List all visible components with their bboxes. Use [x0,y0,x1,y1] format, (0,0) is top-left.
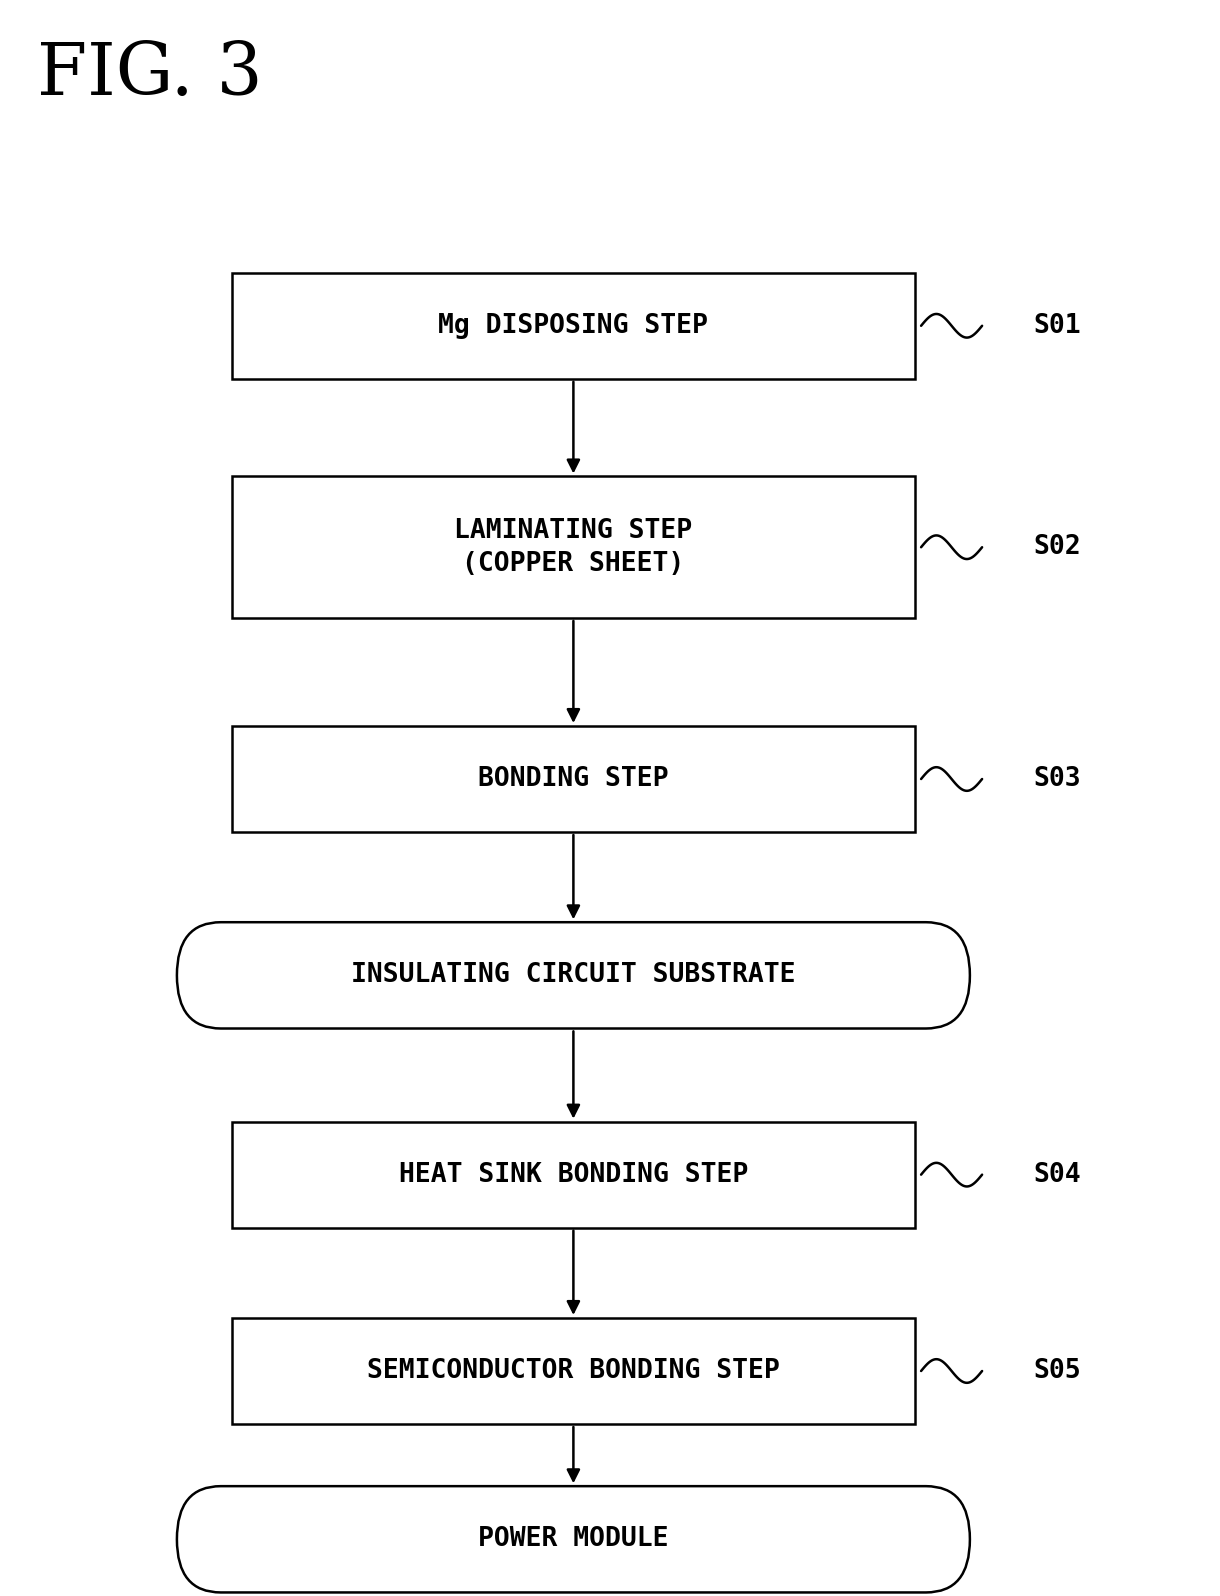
Text: INSULATING CIRCUIT SUBSTRATE: INSULATING CIRCUIT SUBSTRATE [351,962,795,988]
FancyBboxPatch shape [232,726,915,832]
Text: S04: S04 [1033,1162,1081,1187]
FancyBboxPatch shape [232,476,915,618]
Text: LAMINATING STEP
(COPPER SHEET): LAMINATING STEP (COPPER SHEET) [454,517,693,576]
FancyBboxPatch shape [177,922,970,1028]
Text: S01: S01 [1033,313,1081,338]
Text: FIG. 3: FIG. 3 [37,40,262,110]
Text: Mg DISPOSING STEP: Mg DISPOSING STEP [438,313,709,338]
Text: POWER MODULE: POWER MODULE [478,1526,669,1553]
Text: S05: S05 [1033,1358,1081,1384]
FancyBboxPatch shape [232,1122,915,1227]
FancyBboxPatch shape [232,1318,915,1424]
Text: HEAT SINK BONDING STEP: HEAT SINK BONDING STEP [399,1162,748,1187]
FancyBboxPatch shape [177,1486,970,1593]
Text: S03: S03 [1033,766,1081,792]
Text: S02: S02 [1033,535,1081,560]
FancyBboxPatch shape [232,273,915,378]
Text: BONDING STEP: BONDING STEP [478,766,669,792]
Text: SEMICONDUCTOR BONDING STEP: SEMICONDUCTOR BONDING STEP [367,1358,780,1384]
